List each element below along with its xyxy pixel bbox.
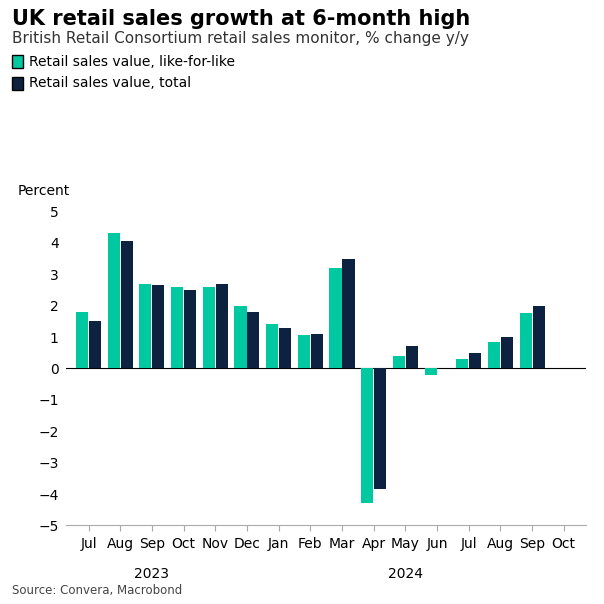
Bar <box>469 353 481 368</box>
Bar <box>330 268 341 368</box>
Bar <box>456 359 468 368</box>
Bar <box>361 368 373 504</box>
Bar <box>279 327 291 368</box>
Bar <box>519 313 532 368</box>
Bar <box>374 368 386 489</box>
Text: Percent: Percent <box>18 184 70 198</box>
Bar <box>266 324 278 368</box>
Bar <box>203 287 215 368</box>
Bar <box>89 321 101 368</box>
Bar <box>234 306 246 368</box>
Text: UK retail sales growth at 6-month high: UK retail sales growth at 6-month high <box>12 9 471 29</box>
Bar <box>152 285 164 368</box>
Bar <box>248 312 260 368</box>
Bar <box>76 312 88 368</box>
Bar <box>425 368 437 374</box>
Text: Retail sales value, total: Retail sales value, total <box>29 76 191 91</box>
Bar <box>298 335 310 368</box>
Bar <box>216 284 228 368</box>
Text: Source: Convera, Macrobond: Source: Convera, Macrobond <box>12 583 182 597</box>
Bar <box>108 233 120 368</box>
Bar <box>171 287 183 368</box>
Bar <box>501 337 513 368</box>
Text: 2023: 2023 <box>135 567 170 581</box>
Bar <box>121 241 133 368</box>
Bar <box>184 290 196 368</box>
Text: Retail sales value, like-for-like: Retail sales value, like-for-like <box>29 54 235 69</box>
Bar <box>533 306 545 368</box>
Bar <box>488 342 500 368</box>
Text: 2024: 2024 <box>388 567 423 581</box>
Text: British Retail Consortium retail sales monitor, % change y/y: British Retail Consortium retail sales m… <box>12 31 469 47</box>
Bar <box>140 284 152 368</box>
Bar <box>406 347 418 368</box>
Bar <box>342 259 355 368</box>
Bar <box>311 334 323 368</box>
Bar <box>393 356 405 368</box>
